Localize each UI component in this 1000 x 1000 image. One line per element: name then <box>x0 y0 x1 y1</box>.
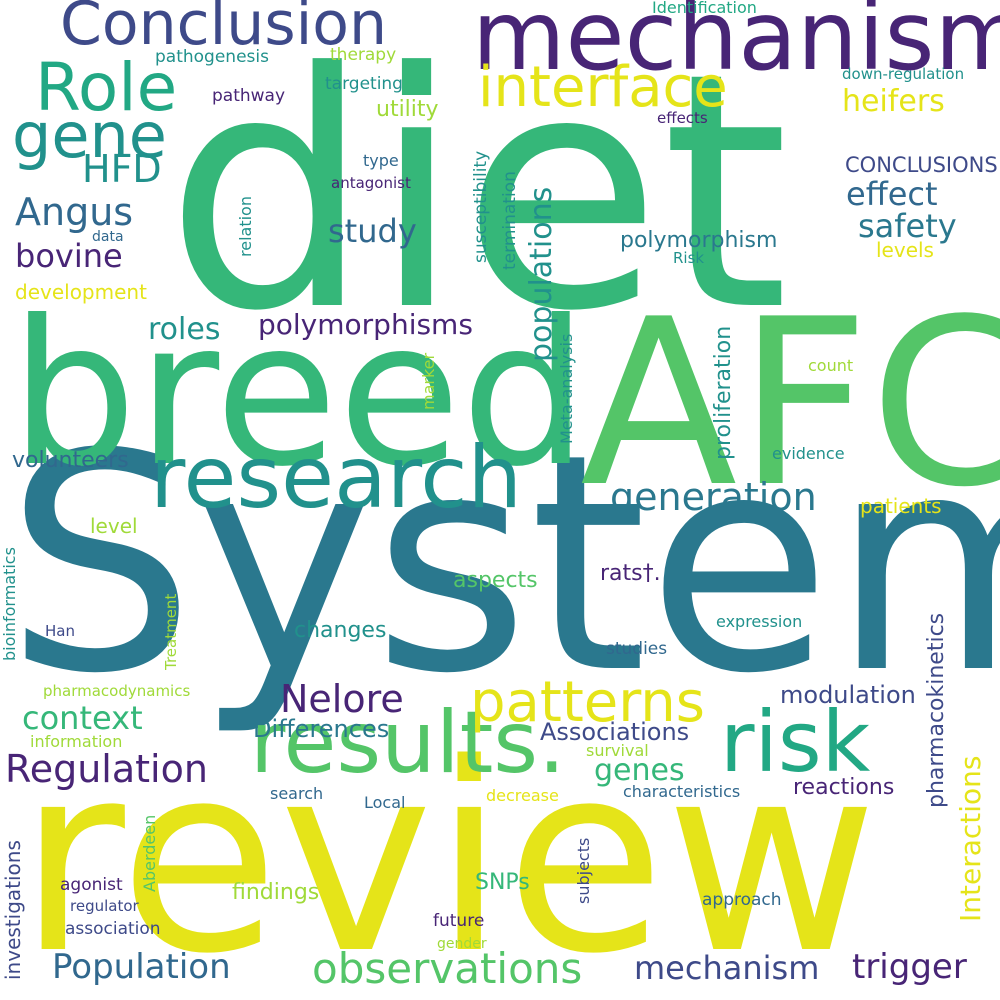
word-aberdeen: Aberdeen <box>140 814 159 892</box>
word-afc: AFC <box>580 271 1000 538</box>
word-expression: expression <box>716 612 803 631</box>
word-antagonist: antagonist <box>331 174 411 192</box>
word-local: Local <box>364 793 406 812</box>
word-observations: observations <box>312 944 583 993</box>
word-conclusions: CONCLUSIONS <box>845 153 998 177</box>
word-conclusion: Conclusion <box>60 0 387 59</box>
word-gender: gender <box>437 936 487 952</box>
word-gene: gene <box>12 99 167 172</box>
word-differences: Differences <box>253 715 390 743</box>
word-han: Han <box>45 622 75 640</box>
word-down-regulation: down-regulation <box>842 65 965 83</box>
word-patterns: patterns <box>470 670 705 735</box>
word-development: development <box>15 280 147 304</box>
word-susceptibility: susceptibility <box>471 150 491 263</box>
word-data: data <box>92 229 124 245</box>
word-changes: changes <box>294 618 387 643</box>
word-information: information <box>30 732 123 751</box>
word-termination: termination <box>500 171 520 270</box>
word-regulation: Regulation <box>5 747 208 791</box>
word-marker: marker <box>419 352 438 410</box>
word-bioinformatics: bioinformatics <box>0 547 19 661</box>
word-interface: interface <box>478 55 728 120</box>
word-identification: Identification <box>652 0 757 17</box>
word-reactions: reactions <box>793 775 895 800</box>
word-risk: risk <box>720 693 871 791</box>
word-genes: genes <box>594 753 685 788</box>
word-utility: utility <box>376 97 439 122</box>
word-generation: generation <box>610 475 817 519</box>
word-nelore: Nelore <box>280 677 404 721</box>
word-pathogenesis: pathogenesis <box>155 47 269 67</box>
word-aspects: aspects <box>453 568 538 593</box>
word-survival: survival <box>586 741 649 760</box>
word-decrease: decrease <box>486 786 559 805</box>
word-relation: relation <box>236 196 255 257</box>
word-characteristics: characteristics <box>623 782 741 801</box>
word-polymorphism: polymorphism <box>620 228 778 253</box>
word-level: level <box>90 514 138 538</box>
word-evidence: evidence <box>772 444 845 463</box>
word-mechanism: mechanism <box>634 949 820 987</box>
word-future: future <box>433 911 485 931</box>
word-levels: levels <box>876 238 934 262</box>
word-findings: findings <box>232 880 320 905</box>
word-pharmacodynamics: pharmacodynamics <box>43 682 191 700</box>
word-roles: roles <box>148 312 221 347</box>
word-snps: SNPs <box>475 870 530 895</box>
word-investigations: investigations <box>1 840 25 980</box>
word-studies: studies <box>606 639 668 659</box>
word-targeting: targeting <box>325 74 403 94</box>
word-risk-small: Risk <box>673 249 705 267</box>
word-system: System <box>5 390 1000 739</box>
word-approach: approach <box>702 890 782 910</box>
word-study: study <box>328 212 417 250</box>
word-therapy: therapy <box>330 45 397 65</box>
word-patients: patients <box>860 494 942 518</box>
word-volunteers: volunteers <box>12 448 129 473</box>
word-trigger: trigger <box>852 947 967 987</box>
word-polymorphisms: polymorphisms <box>258 308 473 341</box>
word-regulator: regulator <box>70 897 139 915</box>
word-diet: diet <box>165 3 789 382</box>
word-safety: safety <box>858 207 957 245</box>
word-population: Population <box>52 947 231 987</box>
word-angus: Angus <box>15 190 134 234</box>
word-interactions: Interactions <box>954 755 987 923</box>
word-pharmacokinetics: pharmacokinetics <box>924 612 949 808</box>
word-bovine: bovine <box>15 237 123 275</box>
word-context: context <box>22 699 143 737</box>
word-association: association <box>65 919 161 939</box>
word-results: results. <box>250 693 566 793</box>
word-breed: breed <box>10 278 588 511</box>
word-effect: effect <box>846 175 938 213</box>
word-mechanisms: mechanisms <box>472 0 1000 92</box>
word-subjects: subjects <box>574 837 593 904</box>
word-review: review <box>18 709 878 1000</box>
word-search: search <box>270 784 324 803</box>
word-heifers: heifers <box>842 84 945 119</box>
word-count: count <box>808 356 854 375</box>
word-pathway: pathway <box>212 86 286 106</box>
word-agonist: agonist <box>60 875 123 895</box>
word-associations: Associations <box>540 718 690 746</box>
word-effects: effects <box>657 109 708 127</box>
word-hfd: HFD <box>82 147 162 191</box>
word-proliferation: proliferation <box>711 325 736 460</box>
word-type: type <box>363 151 399 170</box>
word-meta-analysis: Meta-analysis <box>557 333 576 444</box>
word-research: research <box>150 428 523 528</box>
word-rats: rats†. <box>600 561 661 586</box>
word-populations: populations <box>524 186 559 362</box>
word-role: Role <box>35 49 178 126</box>
word-modulation: modulation <box>780 681 916 709</box>
word-treatment: Treatment <box>162 593 180 670</box>
